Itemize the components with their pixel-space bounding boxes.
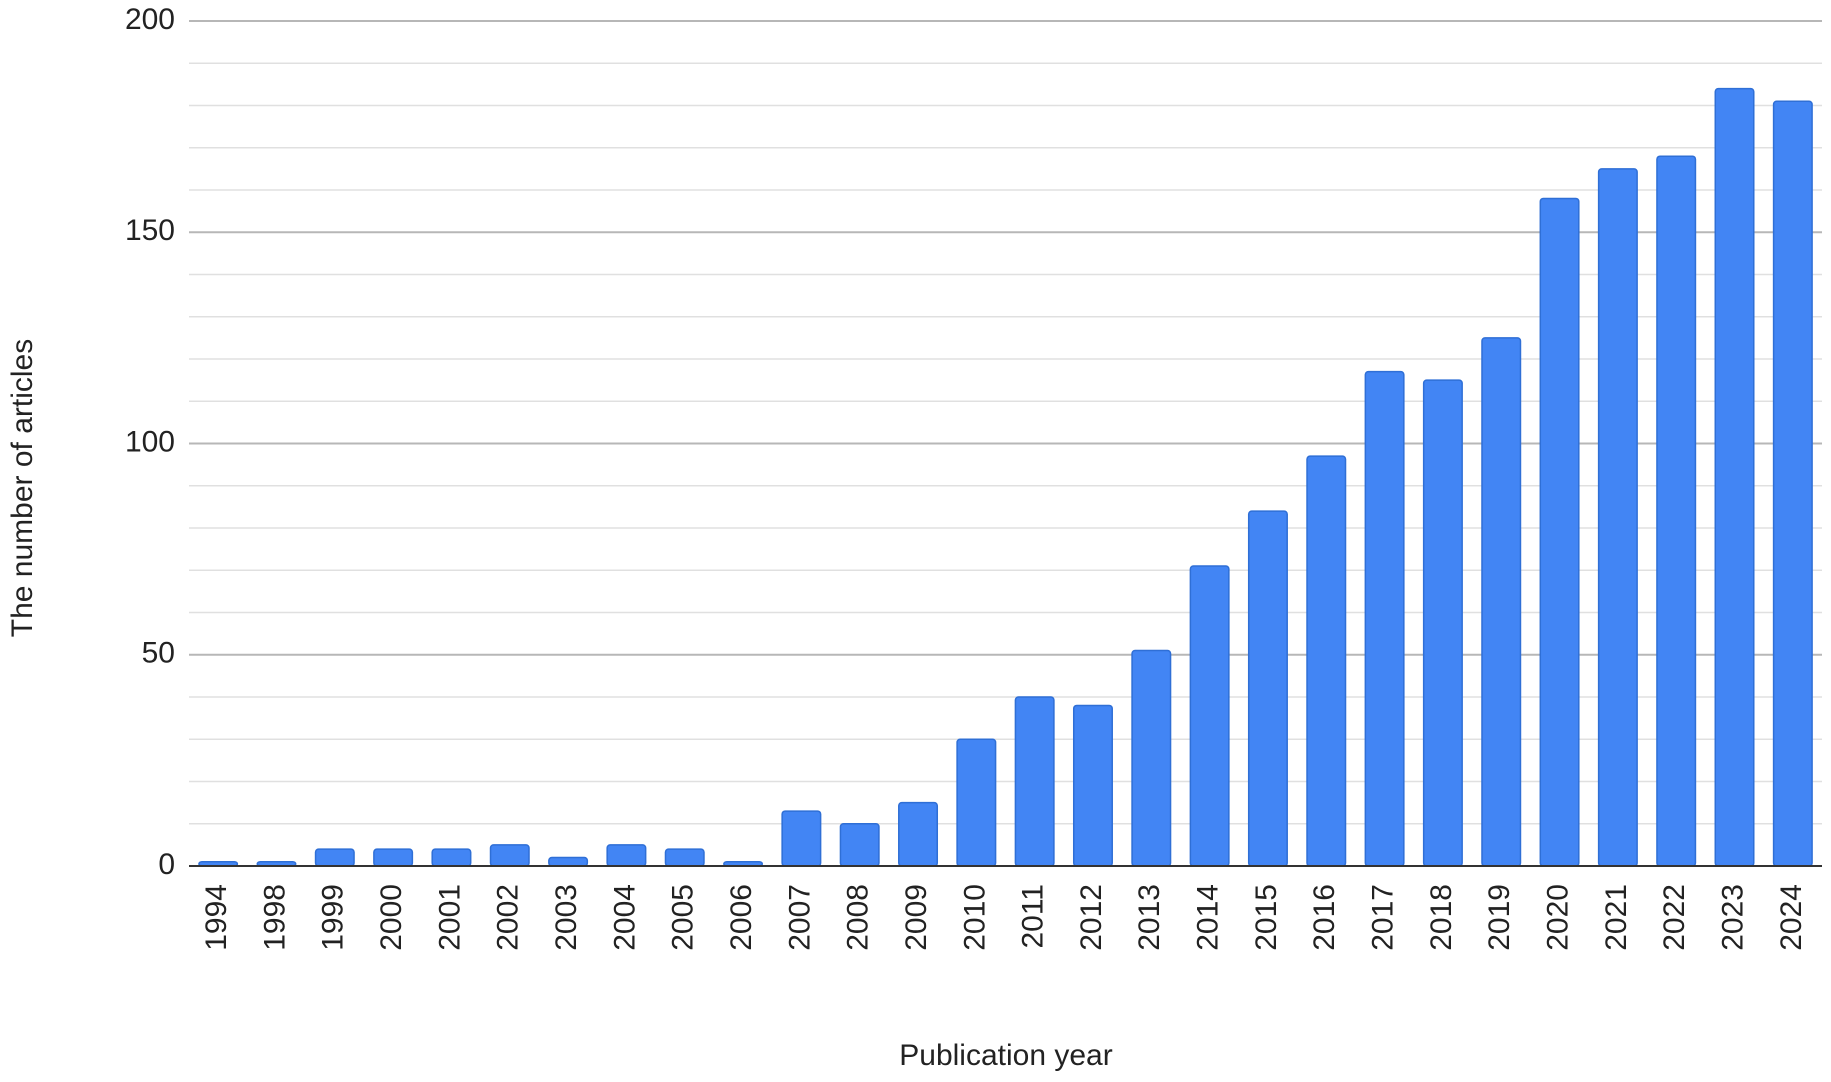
x-tick-label: 2009 <box>900 884 933 951</box>
x-tick-label: 2005 <box>667 884 700 951</box>
x-tick-label: 2013 <box>1133 884 1166 951</box>
x-tick-label: 1998 <box>258 884 291 951</box>
x-tick-label: 2011 <box>1017 884 1050 949</box>
x-tick-label: 2000 <box>375 884 408 951</box>
bar <box>664 848 705 867</box>
x-tick-label: 2016 <box>1308 884 1341 951</box>
bar <box>373 848 414 867</box>
x-tick-label: 2007 <box>783 884 816 951</box>
bar <box>606 844 647 867</box>
bar <box>1306 455 1347 867</box>
x-tick-label: 2001 <box>433 884 466 951</box>
x-tick-label: 2017 <box>1367 884 1400 951</box>
bar <box>489 844 530 867</box>
x-tick-label: 2008 <box>842 884 875 951</box>
bar <box>431 848 472 867</box>
x-axis-title: Publication year <box>899 1039 1112 1072</box>
y-tick-label: 100 <box>125 425 175 458</box>
bar <box>1772 100 1813 867</box>
x-tick-label: 1999 <box>317 884 350 951</box>
x-tick-label: 2003 <box>550 884 583 951</box>
x-tick-label: 1994 <box>200 884 233 951</box>
x-tick-label: 2020 <box>1541 884 1574 951</box>
x-tick-label: 2010 <box>958 884 991 951</box>
bar <box>548 856 589 867</box>
bar <box>1364 370 1405 867</box>
bar <box>1656 155 1697 867</box>
bar <box>1422 379 1463 867</box>
bar <box>839 823 880 867</box>
bar <box>1189 565 1230 867</box>
x-tick-label: 2019 <box>1483 884 1516 951</box>
bar <box>314 848 355 867</box>
bar <box>1072 704 1113 867</box>
x-tick-label: 2002 <box>492 884 525 951</box>
y-tick-label: 200 <box>125 3 175 36</box>
y-tick-label: 50 <box>142 637 175 670</box>
y-tick-label: 0 <box>158 848 175 881</box>
x-tick-label: 2012 <box>1075 884 1108 951</box>
x-tick-label: 2006 <box>725 884 758 951</box>
y-tick-label: 150 <box>125 214 175 247</box>
x-tick-label: 2014 <box>1192 884 1225 951</box>
x-tick-label: 2004 <box>608 884 641 951</box>
x-tick-label: 2021 <box>1600 884 1633 951</box>
bar <box>1714 87 1755 867</box>
x-tick-label: 2023 <box>1716 884 1749 951</box>
x-tick-label: 2015 <box>1250 884 1283 951</box>
x-tick-label: 2022 <box>1658 884 1691 951</box>
x-tick-label: 2024 <box>1775 884 1808 951</box>
bar <box>1597 168 1638 867</box>
bar <box>898 801 939 867</box>
bar <box>1539 197 1580 867</box>
x-tick-label: 2018 <box>1425 884 1458 951</box>
bar <box>1014 696 1055 867</box>
bar <box>1247 510 1288 867</box>
bar <box>1481 337 1522 867</box>
y-axis-title: The number of articles <box>6 339 39 637</box>
bar <box>781 810 822 867</box>
bar <box>956 738 997 867</box>
bar <box>1131 649 1172 867</box>
